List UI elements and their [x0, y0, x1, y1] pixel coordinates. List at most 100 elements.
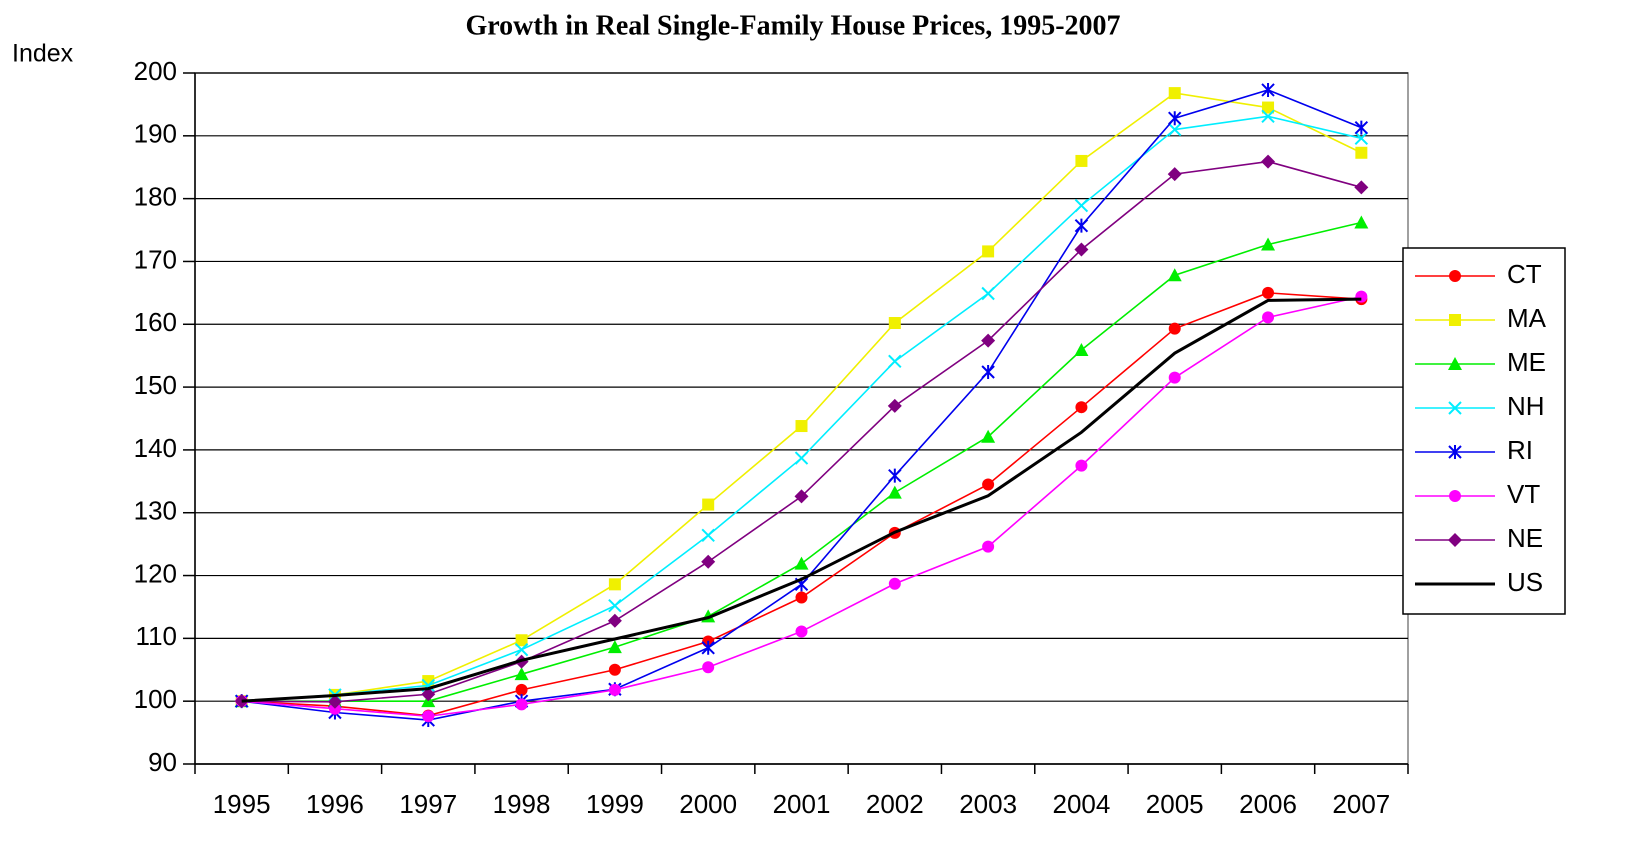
data-point [982, 540, 995, 553]
x-tick-label: 2005 [1146, 789, 1204, 819]
data-point [1354, 215, 1369, 229]
data-point [608, 663, 621, 676]
data-point [327, 694, 342, 709]
data-point [1075, 154, 1088, 167]
x-tick-label: 1995 [213, 789, 271, 819]
data-point [795, 591, 808, 604]
data-point [701, 528, 715, 543]
series-line [241, 295, 1362, 718]
data-point [1167, 268, 1182, 282]
legend-marker [1448, 445, 1462, 459]
data-point [608, 578, 621, 591]
data-point [1168, 322, 1181, 335]
y-tick-label: 200 [134, 56, 177, 86]
data-point [608, 598, 622, 613]
data-point [1075, 401, 1088, 414]
data-point [1355, 290, 1368, 303]
y-axis-label: Index [12, 40, 74, 68]
y-tick-label: 150 [134, 370, 177, 400]
legend-marker [1449, 270, 1461, 282]
y-tick-label: 190 [134, 119, 177, 149]
data-point [795, 420, 808, 433]
x-tick-label: 1996 [306, 789, 364, 819]
data-point [887, 485, 902, 499]
y-tick-label: 130 [134, 496, 177, 526]
data-point [702, 498, 715, 511]
x-tick-label: 2001 [773, 789, 831, 819]
data-point [701, 640, 715, 655]
y-tick-label: 180 [134, 182, 177, 212]
data-point [1354, 180, 1369, 195]
data-point [1074, 218, 1089, 233]
data-point [981, 429, 996, 443]
y-tick-label: 160 [134, 307, 177, 337]
data-point [888, 468, 902, 483]
data-point [981, 286, 995, 301]
data-point [1262, 311, 1275, 324]
x-tick-label: 1997 [399, 789, 457, 819]
legend-marker [1448, 357, 1462, 370]
data-point [422, 710, 435, 723]
data-point [1074, 242, 1089, 257]
data-point [794, 556, 809, 570]
data-point [981, 333, 996, 348]
series-line [241, 115, 1362, 702]
series-line [241, 292, 1362, 717]
data-point [1075, 459, 1088, 472]
x-tick-label: 2002 [866, 789, 924, 819]
data-point [1354, 120, 1369, 135]
y-tick-label: 140 [134, 433, 177, 463]
legend-marker [1449, 490, 1461, 502]
data-point [1168, 371, 1181, 384]
data-point [1261, 237, 1276, 251]
x-tick-label: 2007 [1332, 789, 1390, 819]
x-tick-label: 2006 [1239, 789, 1297, 819]
data-point [514, 642, 529, 657]
data-point [887, 398, 902, 413]
legend-label: CT [1507, 259, 1542, 289]
data-point [1261, 154, 1276, 169]
data-point [1074, 198, 1089, 213]
x-tick-label: 1999 [586, 789, 644, 819]
y-tick-label: 120 [134, 558, 177, 588]
data-point [982, 478, 995, 491]
data-point [982, 245, 995, 258]
data-point [701, 554, 716, 569]
x-tick-label: 2004 [1053, 789, 1111, 819]
legend-box [1402, 247, 1566, 615]
data-point [1262, 101, 1275, 114]
data-point [794, 451, 809, 465]
data-point [515, 634, 528, 647]
data-point [981, 365, 995, 380]
legend-label: ME [1507, 347, 1546, 377]
data-point [515, 683, 528, 696]
data-point [421, 687, 436, 702]
data-point [1167, 167, 1182, 182]
x-tick-label: 2000 [679, 789, 737, 819]
plot-area [194, 72, 1409, 765]
data-point [1168, 122, 1182, 137]
legend-label: VT [1507, 479, 1540, 509]
series-line [241, 297, 1362, 703]
y-tick-label: 170 [134, 244, 177, 274]
data-point [514, 667, 529, 681]
data-point [1261, 82, 1275, 97]
data-point [888, 354, 902, 369]
data-point [608, 683, 621, 696]
data-point [1074, 343, 1089, 357]
data-point [702, 661, 715, 674]
legend-label: NH [1507, 391, 1545, 421]
legend-label: MA [1507, 303, 1547, 333]
data-point [794, 489, 809, 504]
y-tick-label: 110 [136, 621, 177, 651]
data-point [795, 625, 808, 638]
series-line [241, 92, 1362, 702]
y-tick-label: 90 [148, 747, 177, 777]
data-point [1355, 146, 1368, 159]
legend-label: US [1507, 567, 1543, 597]
legend-marker [1449, 314, 1461, 326]
data-point [1354, 131, 1369, 146]
x-tick-label: 1998 [493, 789, 551, 819]
